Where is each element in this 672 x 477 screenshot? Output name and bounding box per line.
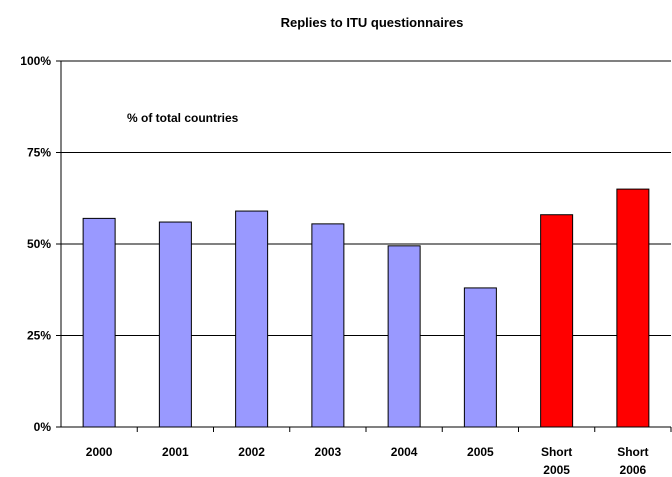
chart-annotation: % of total countries <box>127 111 239 125</box>
x-tick-label: 2006 <box>620 463 647 477</box>
x-tick-label: 2005 <box>543 463 570 477</box>
x-axis-ticks: 2000 2001 2002 2003 2004 2005 Short 2005 Short 20… <box>86 427 672 477</box>
y-tick-label: 0% <box>34 420 52 434</box>
y-tick-label: 100% <box>20 54 51 68</box>
x-tick-label: 2002 <box>238 445 265 459</box>
x-tick-label: 2000 <box>86 445 113 459</box>
bar <box>387 245 421 428</box>
bar <box>82 217 116 428</box>
x-tick-label: 2003 <box>315 445 342 459</box>
x-tick-label: 2004 <box>391 445 418 459</box>
bars <box>82 188 650 428</box>
bar <box>158 221 192 428</box>
chart-title: Replies to ITU questionnaires <box>281 15 464 30</box>
y-axis-ticks: 0% 25% 50% 75% 100% <box>20 54 61 434</box>
bar <box>616 188 650 428</box>
x-tick-label: Short <box>617 445 648 459</box>
gridlines <box>61 60 671 336</box>
y-tick-label: 75% <box>27 146 51 160</box>
x-tick-label: 2001 <box>162 445 189 459</box>
bar <box>463 287 497 428</box>
bar <box>311 223 345 428</box>
bar <box>540 214 574 428</box>
x-tick-label: 2005 <box>467 445 494 459</box>
bar <box>235 210 269 428</box>
x-tick-label: Short <box>541 445 572 459</box>
y-tick-label: 25% <box>27 329 51 343</box>
axes <box>60 61 671 428</box>
y-tick-label: 50% <box>27 237 51 251</box>
